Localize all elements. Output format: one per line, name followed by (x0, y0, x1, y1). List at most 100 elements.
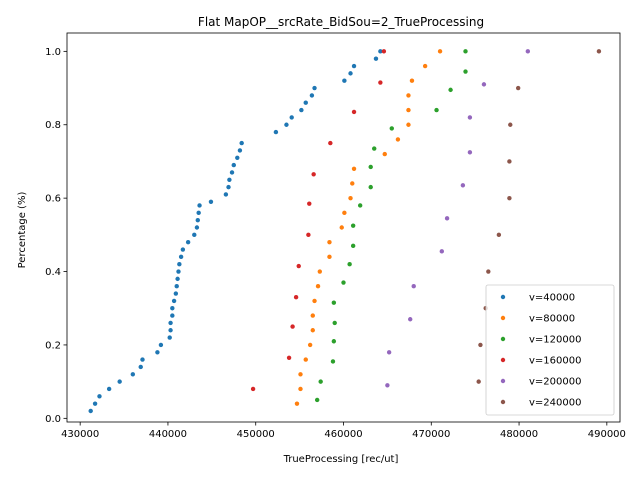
scatter-point (507, 195, 512, 201)
x-tick-label: 450000 (237, 429, 275, 440)
x-tick-label: 490000 (588, 429, 626, 440)
scatter-point (286, 355, 292, 360)
scatter-point (155, 350, 160, 355)
series-3 (250, 49, 387, 392)
scatter-point (408, 317, 413, 322)
scatter-point (130, 372, 136, 377)
y-tick-label: 1.0 (45, 47, 61, 58)
scatter-point (273, 129, 279, 135)
legend-marker (500, 315, 506, 321)
scatter-point (173, 291, 179, 296)
scatter-point (309, 93, 315, 98)
scatter-point (168, 328, 173, 333)
scatter-point (97, 394, 102, 399)
scatter-point (311, 172, 316, 177)
legend-marker (500, 378, 506, 384)
scatter-point (368, 184, 373, 190)
scatter-point (140, 357, 145, 362)
scatter-point (231, 162, 236, 168)
x-tick-label: 430000 (61, 429, 99, 440)
scatter-point (239, 140, 244, 146)
scatter-point (196, 210, 201, 216)
scatter-point (192, 232, 197, 238)
scatter-point (167, 335, 172, 340)
legend: v=40000 v=80000 v=120000 v=160000 v=200000 v=… (485, 284, 615, 416)
series-5 (476, 49, 602, 384)
scatter-point (195, 217, 200, 223)
scatter-point (227, 177, 232, 182)
scatter-point (525, 49, 531, 54)
scatter-point (223, 192, 229, 197)
scatter-point (328, 140, 333, 146)
scatter-point (406, 107, 411, 113)
scatter-point (368, 164, 373, 170)
scatter-point (389, 126, 394, 131)
scatter-point (327, 254, 332, 260)
scatter-point (174, 284, 179, 289)
legend-label: v=40000 (529, 293, 575, 304)
legend-marker (500, 294, 506, 300)
scatter-point (596, 49, 602, 54)
scatter-point (496, 232, 502, 238)
scatter-point (507, 159, 512, 164)
chart-title: Flat MapOP__srcRate_BidSou=2_TrueProcess… (198, 15, 484, 29)
scatter-point (289, 115, 294, 120)
scatter-point (348, 71, 353, 76)
scatter-point (284, 122, 289, 127)
scatter-point (381, 49, 387, 54)
scatter-point (237, 148, 243, 153)
scatter-point (351, 109, 357, 115)
scatter-point (382, 151, 387, 157)
scatter-point (331, 339, 337, 344)
scatter-point (467, 150, 473, 155)
series-0 (88, 49, 383, 414)
scatter-point (409, 78, 415, 83)
y-tick-label: 0.8 (45, 120, 61, 131)
scatter-point (373, 56, 379, 61)
x-tick-label: 470000 (412, 429, 450, 440)
scatter-point (448, 87, 453, 93)
scatter-point (315, 284, 321, 289)
scatter-point (317, 269, 322, 274)
y-tick-label: 0.4 (45, 267, 61, 278)
scatter-point (88, 408, 93, 414)
scatter-point (299, 107, 304, 113)
scatter-point (208, 199, 214, 205)
scatter-point (318, 379, 323, 384)
scatter-point (180, 247, 186, 252)
scatter-point (339, 225, 344, 230)
scatter-point (330, 359, 336, 364)
scatter-point (515, 85, 521, 91)
scatter-point (341, 280, 346, 285)
y-tick-label: 0.0 (45, 414, 61, 425)
scatter-point (117, 379, 122, 384)
scatter-point (350, 223, 356, 228)
scatter-point (508, 122, 513, 127)
scatter-point (175, 276, 180, 282)
scatter-point (385, 383, 390, 388)
scatter-point (303, 100, 308, 105)
scatter-point (406, 122, 411, 127)
scatter-point (434, 107, 439, 113)
x-tick-label: 460000 (324, 429, 362, 440)
scatter-point (298, 386, 303, 392)
legend-label: v=160000 (529, 356, 581, 367)
legend-marker (500, 357, 506, 363)
legend-label: v=200000 (529, 377, 581, 388)
scatter-point (106, 386, 112, 392)
scatter-point (92, 401, 98, 406)
scatter-point (306, 232, 311, 238)
scatter-point (197, 203, 202, 208)
scatter-point (332, 320, 337, 326)
scatter-point (294, 401, 300, 406)
scatter-point (168, 320, 173, 326)
scatter-point (293, 295, 299, 300)
scatter-point (170, 313, 175, 318)
scatter-point (411, 284, 416, 289)
scatter-point (351, 63, 357, 69)
legend-marker (500, 336, 506, 342)
scatter-point (171, 298, 177, 304)
scatter-point (460, 183, 466, 188)
scatter-point (310, 313, 315, 318)
